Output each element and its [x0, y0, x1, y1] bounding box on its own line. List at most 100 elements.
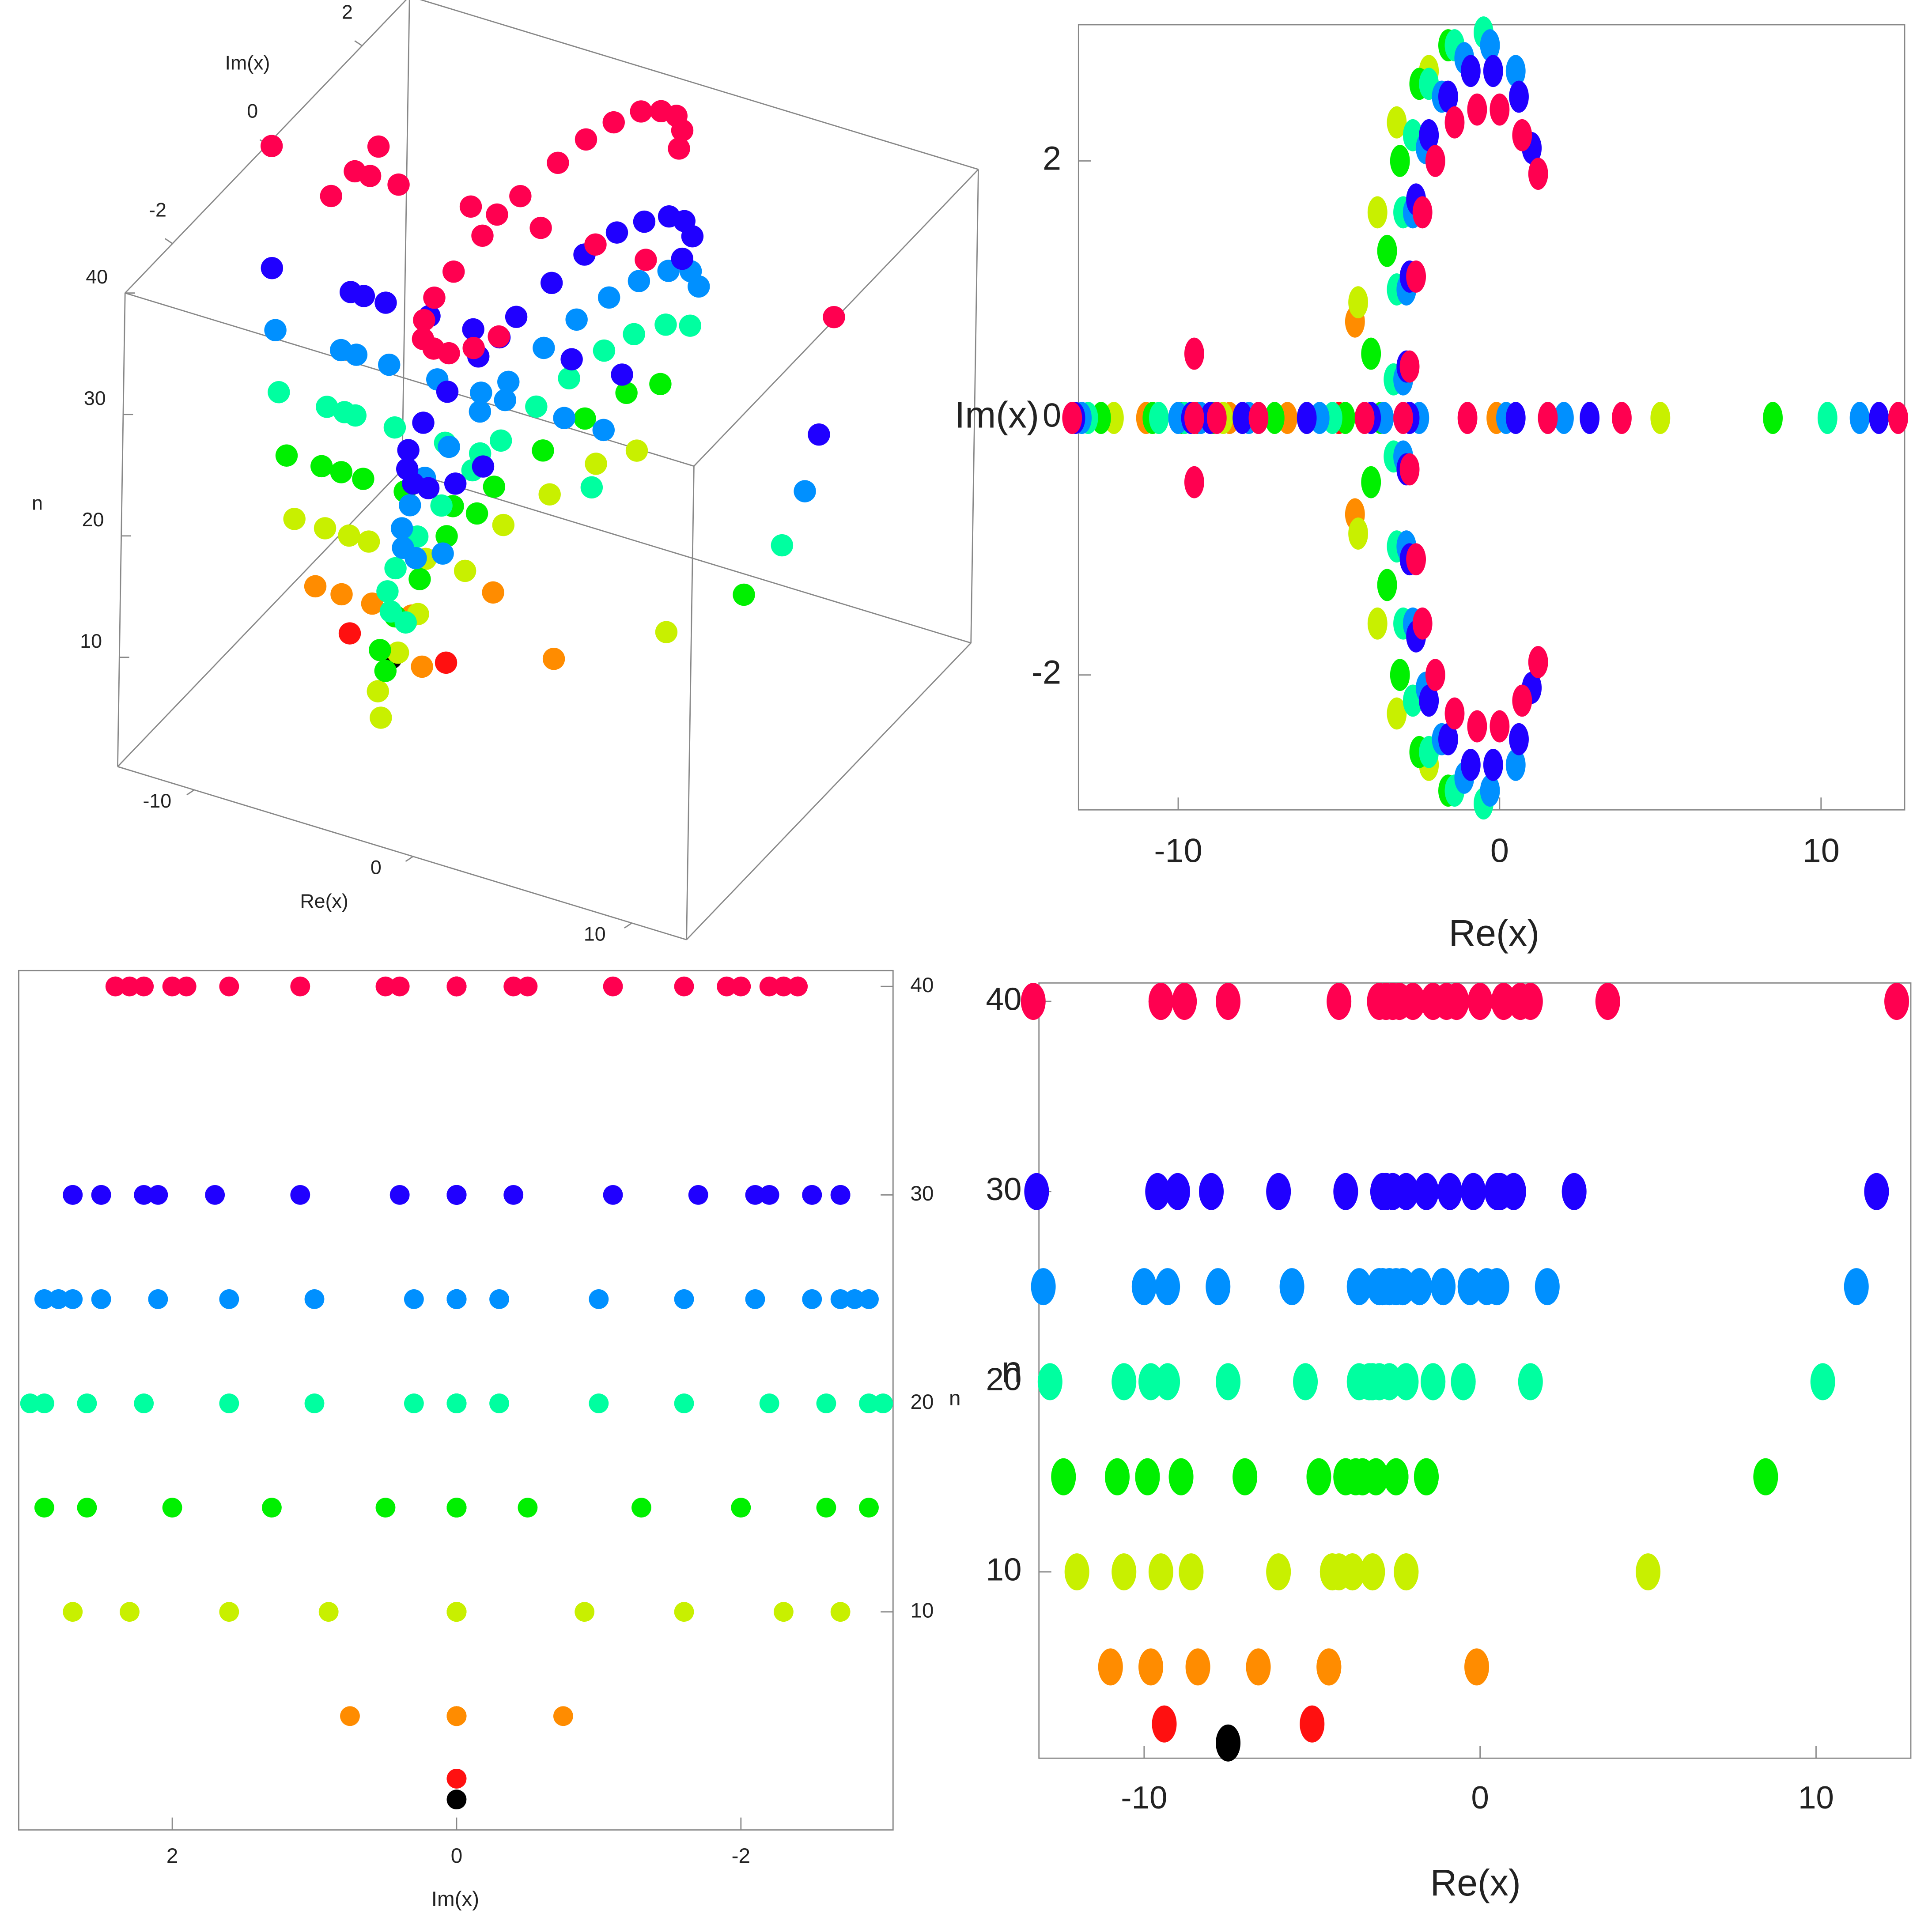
root-point	[540, 272, 563, 294]
root-point	[1037, 1363, 1062, 1401]
root-point	[446, 1498, 467, 1518]
root-point	[399, 494, 421, 517]
x-axis-label: Im(x)	[431, 1888, 479, 1911]
root-point	[387, 173, 410, 196]
root-point	[162, 1498, 182, 1518]
x-axis-label: Re(x)	[300, 890, 348, 912]
root-point	[219, 1289, 239, 1309]
root-point	[91, 1185, 111, 1205]
root-point	[1457, 402, 1478, 434]
root-point	[1112, 1553, 1137, 1591]
root-point	[340, 1706, 360, 1726]
root-point	[1810, 1363, 1835, 1401]
root-point	[314, 517, 336, 540]
y-tick-label: 40	[910, 974, 934, 997]
root-point	[1300, 1705, 1325, 1743]
box-edge	[686, 642, 972, 940]
root-point	[1869, 402, 1889, 434]
y-tick-label: 10	[986, 1552, 1022, 1587]
root-point	[1184, 402, 1204, 434]
root-point	[808, 423, 830, 446]
y-tick	[354, 40, 363, 46]
root-point	[384, 557, 407, 580]
z-tick-label: 20	[82, 509, 104, 531]
root-point	[430, 494, 453, 517]
root-point	[370, 706, 392, 729]
root-point	[655, 621, 678, 643]
root-point	[1509, 80, 1529, 113]
root-point	[1216, 1363, 1241, 1401]
root-point	[345, 344, 368, 366]
root-point	[20, 1393, 40, 1413]
root-point	[1490, 93, 1510, 126]
root-point	[470, 381, 492, 404]
root-point	[1024, 1173, 1049, 1210]
root-point	[205, 1185, 225, 1205]
root-point	[162, 976, 182, 997]
root-point	[1184, 466, 1204, 498]
x-tick-label: 10	[584, 923, 606, 945]
root-point	[859, 1498, 879, 1518]
x-tick-label: 0	[1490, 833, 1509, 870]
root-point	[1512, 684, 1532, 717]
root-point	[390, 517, 413, 540]
root-point	[794, 480, 816, 502]
root-point	[844, 1289, 865, 1309]
root-point	[681, 225, 704, 248]
root-point	[1444, 697, 1465, 730]
y-tick-label: 2	[342, 1, 353, 23]
root-point	[575, 128, 597, 151]
root-point	[1149, 402, 1169, 434]
root-point	[462, 336, 485, 359]
root-point	[1888, 402, 1908, 434]
root-point	[1884, 983, 1909, 1020]
root-point	[369, 639, 391, 661]
root-point	[1438, 80, 1458, 113]
box-edge	[117, 293, 126, 767]
root-point	[148, 1185, 168, 1205]
root-point	[823, 306, 845, 328]
root-point	[486, 203, 508, 226]
root-point	[268, 381, 290, 404]
root-point	[1461, 1173, 1486, 1210]
root-point	[435, 525, 458, 547]
root-point	[542, 648, 565, 670]
root-point	[773, 976, 794, 997]
root-point	[1206, 402, 1227, 434]
root-point	[1483, 748, 1503, 781]
root-point	[1451, 1363, 1476, 1401]
root-point	[1327, 983, 1352, 1020]
root-point	[1279, 1268, 1304, 1306]
root-point	[1467, 983, 1493, 1020]
root-point	[318, 1602, 339, 1622]
root-point	[1394, 1363, 1419, 1401]
root-point	[1264, 402, 1285, 434]
root-point	[1216, 983, 1241, 1020]
root-point	[717, 976, 737, 997]
root-point	[361, 592, 384, 615]
root-point	[788, 976, 808, 997]
root-point	[367, 680, 389, 702]
root-point	[1266, 1553, 1291, 1591]
root-point	[1155, 1363, 1180, 1401]
root-point	[1377, 234, 1397, 267]
y-tick-label: 20	[910, 1390, 934, 1414]
root-point	[830, 1185, 851, 1205]
root-point	[1306, 1458, 1331, 1495]
root-point	[538, 483, 561, 506]
root-point	[344, 404, 367, 427]
root-point	[674, 976, 694, 997]
root-point	[454, 559, 476, 582]
root-point	[63, 1602, 83, 1622]
root-point	[489, 1289, 509, 1309]
root-point	[1528, 158, 1548, 190]
root-point	[462, 318, 484, 341]
root-point	[438, 342, 460, 365]
root-point	[260, 135, 283, 157]
root-point	[1425, 659, 1445, 691]
root-point	[1438, 723, 1458, 755]
root-point	[674, 1602, 694, 1622]
root-point	[1051, 1458, 1076, 1495]
root-point	[605, 221, 628, 244]
root-point	[490, 429, 512, 452]
